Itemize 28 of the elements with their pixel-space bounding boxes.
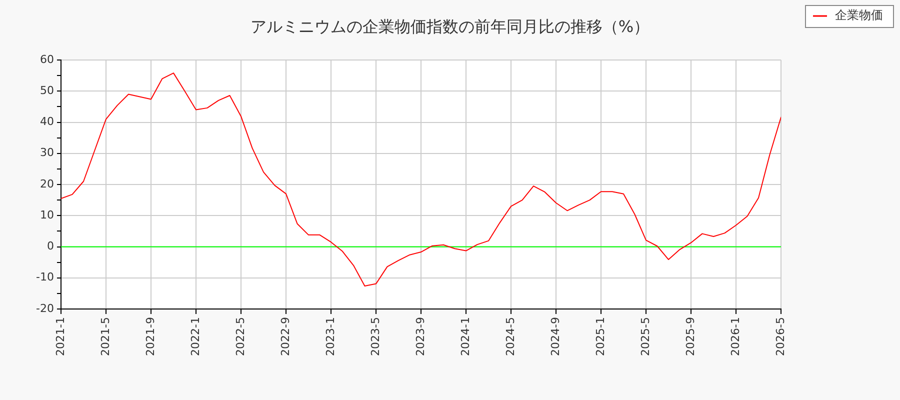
y-tick-label: 0	[47, 240, 54, 253]
x-tick-label: 2022-9	[278, 317, 292, 356]
y-tick-label: 60	[40, 52, 54, 66]
y-tick-label: 20	[40, 177, 54, 190]
y-tick-label: 40	[40, 115, 54, 128]
y-tick-label: -10	[36, 270, 54, 284]
x-tick-label: 2024-5	[504, 317, 517, 356]
chart-title: アルミニウムの企業物価指数の前年同月比の推移（%）	[250, 17, 650, 36]
x-tick-label: 2022-5	[234, 317, 247, 356]
x-tick-label: 2022-1	[188, 317, 202, 356]
x-tick-label: 2024-1	[458, 317, 472, 356]
x-tick-label: 2021-9	[144, 317, 157, 356]
y-tick-label: 30	[40, 146, 54, 160]
x-tick-label: 2025-1	[594, 317, 607, 356]
x-tick-label: 2023-9	[414, 317, 427, 356]
x-tick-label: 2021-5	[98, 317, 112, 356]
y-tick-label: -20	[36, 302, 54, 315]
x-tick-label: 2025-9	[684, 317, 697, 356]
x-tick-label: 2025-5	[638, 317, 652, 356]
x-tick-label: 2023-5	[368, 317, 382, 356]
x-tick-label: 2023-1	[324, 317, 337, 356]
y-tick-label: 50	[40, 84, 54, 97]
x-tick-label: 2026-1	[728, 317, 742, 356]
legend-label: 企業物価	[835, 8, 883, 22]
x-tick-label: 2026-5	[774, 317, 787, 356]
y-tick-label: 10	[40, 208, 54, 222]
x-tick-label: 2024-9	[548, 317, 562, 356]
x-tick-label: 2021-1	[54, 317, 67, 356]
